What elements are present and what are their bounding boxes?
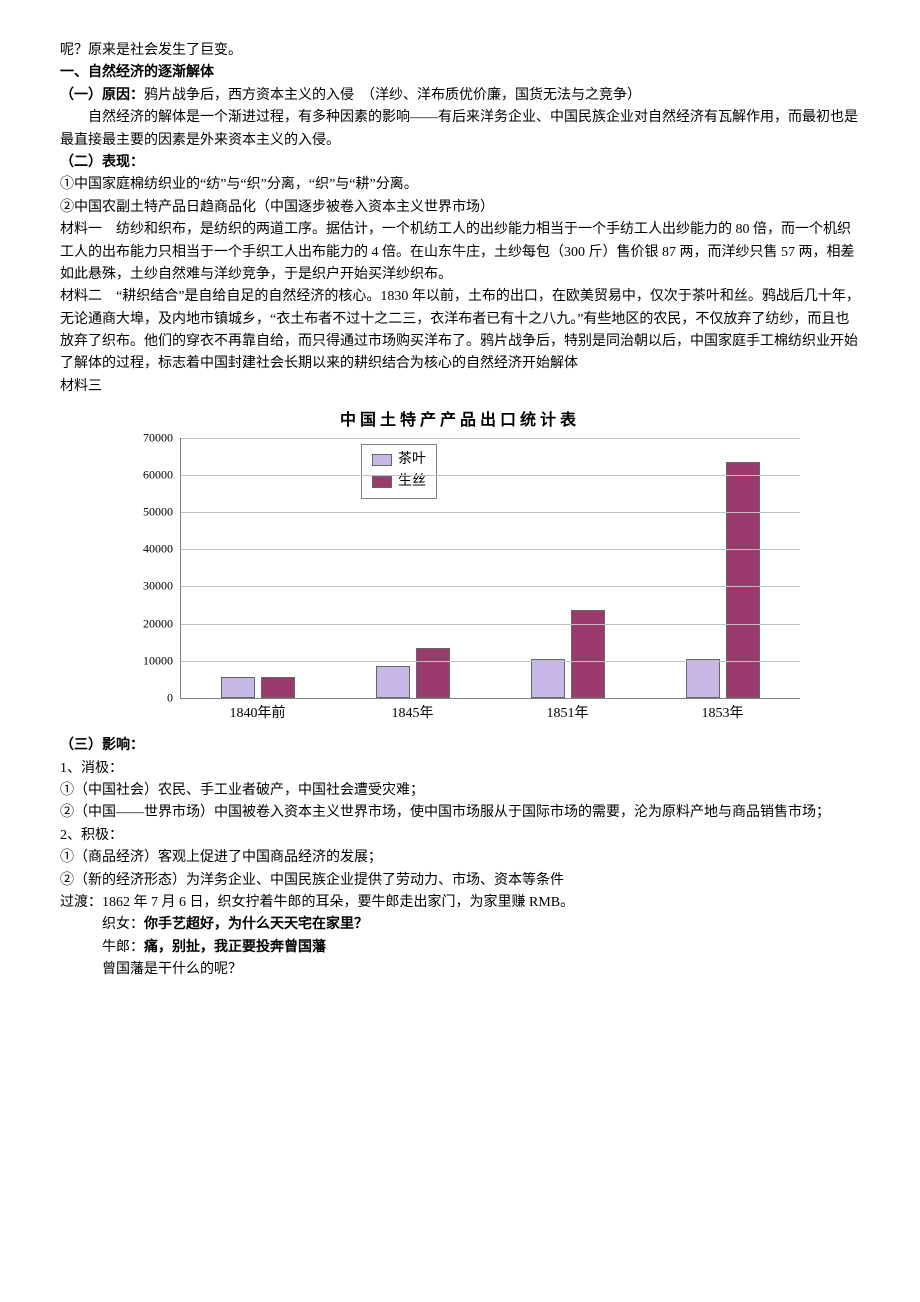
chart-gridline	[181, 512, 800, 513]
material-2-text: “耕织结合”是自给自足的自然经济的核心。1830 年以前，土布的出口，在欧美贸易…	[60, 289, 860, 371]
chart-gridline	[181, 549, 800, 550]
chart-title: 中国土特产产品出口统计表	[120, 408, 800, 434]
section-title-1: 一、自然经济的逐渐解体	[60, 62, 860, 84]
chart-y-tick-label: 30000	[121, 577, 173, 596]
chart-bar-tea	[531, 659, 565, 698]
chart-y-tick-label: 0	[121, 688, 173, 707]
chart-bar-tea	[376, 666, 410, 698]
chart-y-tick-label: 40000	[121, 540, 173, 559]
material-3-label: 材料三	[60, 376, 860, 398]
chart-gridline	[181, 475, 800, 476]
cause-note: 自然经济的解体是一个渐进过程，有多种因素的影响——有后来洋务企业、中国民族企业对…	[60, 107, 860, 152]
chart-x-tick-label: 1840年前	[196, 703, 320, 725]
cause-label: （一）原因：	[60, 88, 144, 103]
cause-line: （一）原因：鸦片战争后，西方资本主义的入侵 （洋纱、洋布质优价廉，国货无法与之竞…	[60, 85, 860, 107]
chart-bar-group	[661, 462, 785, 698]
material-1-text: 纺纱和织布，是纺织的两道工序。据估计，一个机纺工人的出纱能力相当于一个手纺工人出…	[60, 222, 855, 282]
impact-neg-2: ②（中国——世界市场）中国被卷入资本主义世界市场，使中国市场服从于国际市场的需要…	[60, 802, 860, 824]
dialog-a-prefix: 织女：	[102, 917, 144, 932]
impact-neg-1: ①（中国社会）农民、手工业者破产，中国社会遭受灾难；	[60, 780, 860, 802]
impact-pos-label: 2、积极：	[60, 825, 860, 847]
impact-neg-label: 1、消极：	[60, 758, 860, 780]
chart-x-labels: 1840年前 1845年 1851年 1853年	[180, 703, 800, 725]
dialog-line-c: 曾国藩是干什么的呢？	[102, 959, 860, 981]
chart-y-tick-label: 70000	[121, 428, 173, 447]
export-chart: 中国土特产产品出口统计表 茶叶 生丝 010000200003000040000…	[120, 408, 800, 725]
chart-bars-area	[181, 438, 800, 698]
chart-bar-silk	[726, 462, 760, 698]
impact-pos-2: ②（新的经济形态）为洋务企业、中国民族企业提供了劳动力、市场、资本等条件	[60, 870, 860, 892]
chart-gridline	[181, 586, 800, 587]
dialog-line-a: 织女：你手艺超好，为什么天天宅在家里？	[102, 914, 860, 936]
chart-gridline	[181, 661, 800, 662]
dialog-b-text: 痛，别扯，我正要投奔曾国藩	[144, 940, 326, 955]
impact-label: （三）影响：	[60, 735, 860, 757]
chart-x-tick-label: 1851年	[506, 703, 630, 725]
chart-y-tick-label: 50000	[121, 503, 173, 522]
manifest-item-2: ②中国农副土特产品日趋商品化（中国逐步被卷入资本主义世界市场）	[60, 197, 860, 219]
chart-bar-silk	[416, 648, 450, 698]
chart-bar-group	[196, 677, 320, 698]
chart-y-tick-label: 60000	[121, 465, 173, 484]
chart-bar-group	[351, 648, 475, 698]
dialog-a-text: 你手艺超好，为什么天天宅在家里？	[144, 917, 368, 932]
chart-x-tick-label: 1853年	[661, 703, 785, 725]
chart-bar-silk	[261, 677, 295, 698]
material-2: 材料二 “耕织结合”是自给自足的自然经济的核心。1830 年以前，土布的出口，在…	[60, 286, 860, 376]
chart-bar-tea	[686, 659, 720, 698]
chart-plot-area: 茶叶 生丝 0100002000030000400005000060000700…	[180, 438, 800, 699]
chart-bar-tea	[221, 677, 255, 698]
impact-pos-1: ①（商品经济）客观上促进了中国商品经济的发展；	[60, 847, 860, 869]
intro-line: 呢？原来是社会发生了巨变。	[60, 40, 860, 62]
chart-gridline	[181, 438, 800, 439]
manifest-item-1: ①中国家庭棉纺织业的“纺”与“织”分离，“织”与“耕”分离。	[60, 174, 860, 196]
chart-y-tick-label: 10000	[121, 651, 173, 670]
manifest-label: （二）表现：	[60, 152, 860, 174]
dialog-b-prefix: 牛郎：	[102, 940, 144, 955]
material-1: 材料一 纺纱和织布，是纺织的两道工序。据估计，一个机纺工人的出纱能力相当于一个手…	[60, 219, 860, 286]
material-2-label: 材料二	[60, 289, 102, 304]
transition-line: 过渡：1862 年 7 月 6 日，织女拧着牛郎的耳朵，要牛郎走出家门，为家里赚…	[60, 892, 860, 914]
material-1-label: 材料一	[60, 222, 102, 237]
chart-gridline	[181, 624, 800, 625]
cause-text: 鸦片战争后，西方资本主义的入侵 （洋纱、洋布质优价廉，国货无法与之竞争）	[144, 88, 641, 103]
chart-x-tick-label: 1845年	[351, 703, 475, 725]
dialog-line-b: 牛郎：痛，别扯，我正要投奔曾国藩	[102, 937, 860, 959]
chart-y-tick-label: 20000	[121, 614, 173, 633]
